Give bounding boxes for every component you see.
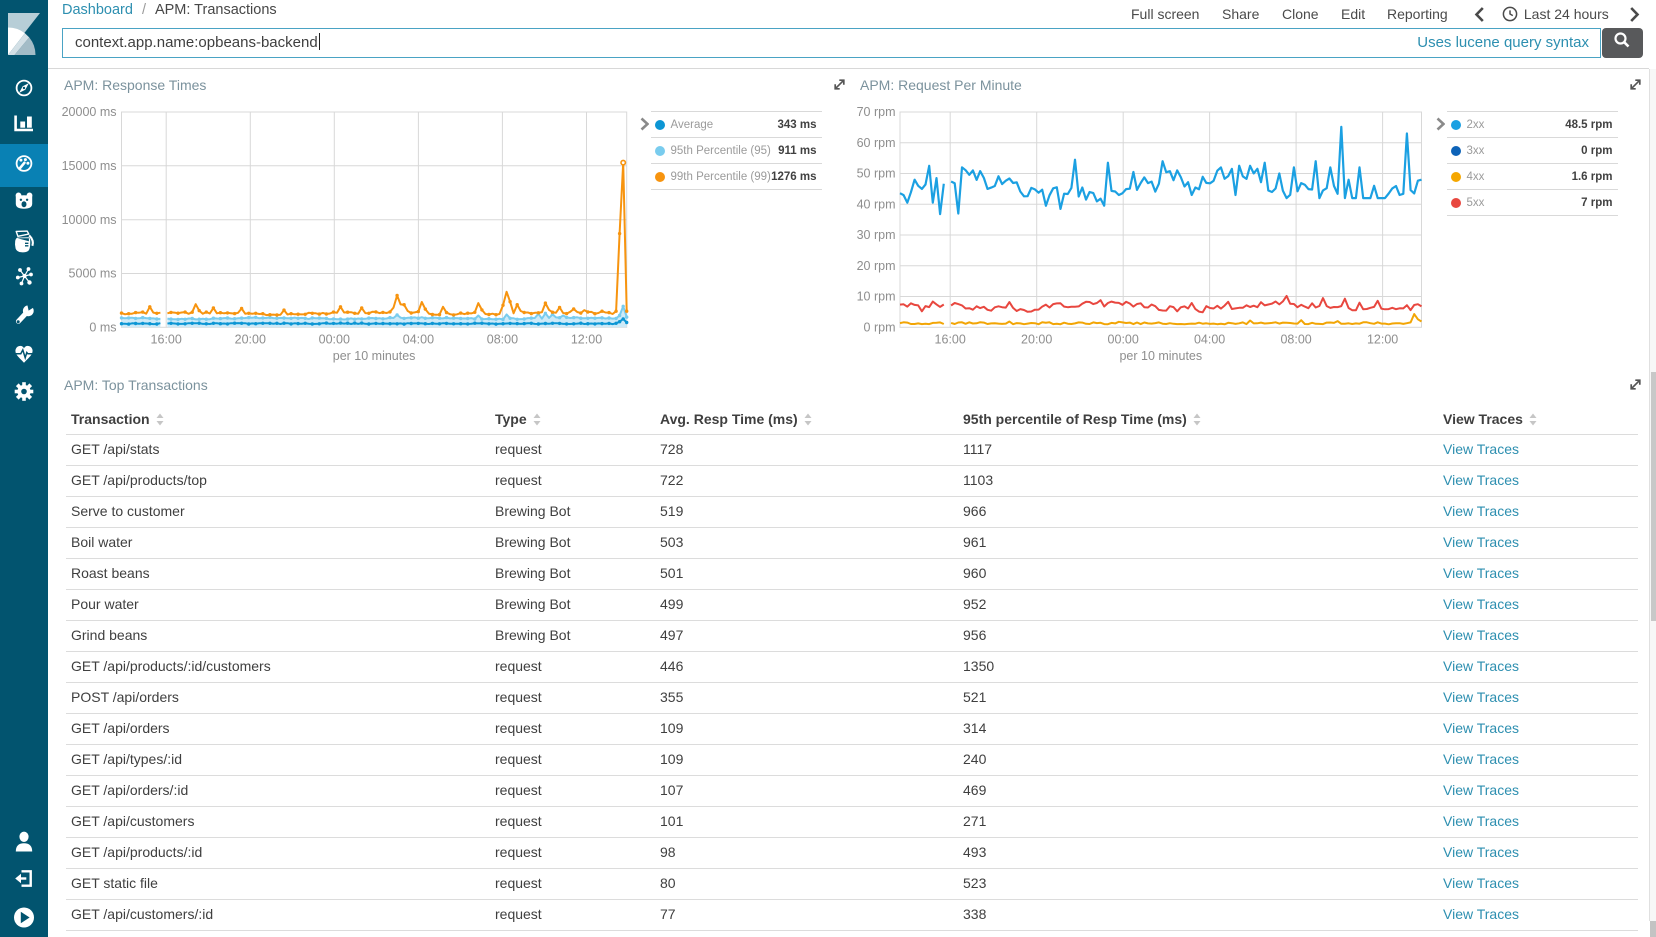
- svg-text:00:00: 00:00: [1108, 333, 1139, 347]
- svg-text:04:00: 04:00: [1194, 333, 1225, 347]
- svg-text:16:00: 16:00: [151, 333, 182, 347]
- svg-text:15000 ms: 15000 ms: [62, 159, 117, 173]
- svg-text:08:00: 08:00: [487, 333, 518, 347]
- svg-text:40 rpm: 40 rpm: [857, 198, 896, 212]
- svg-text:70 rpm: 70 rpm: [857, 105, 896, 119]
- svg-text:20 rpm: 20 rpm: [857, 259, 896, 273]
- svg-text:0 ms: 0 ms: [89, 321, 116, 335]
- svg-text:10 rpm: 10 rpm: [857, 290, 896, 304]
- svg-text:12:00: 12:00: [1367, 333, 1398, 347]
- svg-text:20:00: 20:00: [1021, 333, 1052, 347]
- svg-text:20:00: 20:00: [235, 333, 266, 347]
- svg-text:10000 ms: 10000 ms: [62, 213, 117, 227]
- svg-text:per 10 minutes: per 10 minutes: [333, 349, 416, 363]
- svg-text:08:00: 08:00: [1280, 333, 1311, 347]
- svg-text:20000 ms: 20000 ms: [62, 105, 117, 119]
- svg-text:per 10 minutes: per 10 minutes: [1119, 349, 1202, 363]
- svg-text:5000 ms: 5000 ms: [69, 267, 117, 281]
- svg-text:50 rpm: 50 rpm: [857, 167, 896, 181]
- svg-text:00:00: 00:00: [319, 333, 350, 347]
- svg-text:60 rpm: 60 rpm: [857, 136, 896, 150]
- svg-text:12:00: 12:00: [571, 333, 602, 347]
- svg-text:30 rpm: 30 rpm: [857, 228, 896, 242]
- svg-text:04:00: 04:00: [403, 333, 434, 347]
- svg-text:0 rpm: 0 rpm: [864, 321, 896, 335]
- svg-text:16:00: 16:00: [935, 333, 966, 347]
